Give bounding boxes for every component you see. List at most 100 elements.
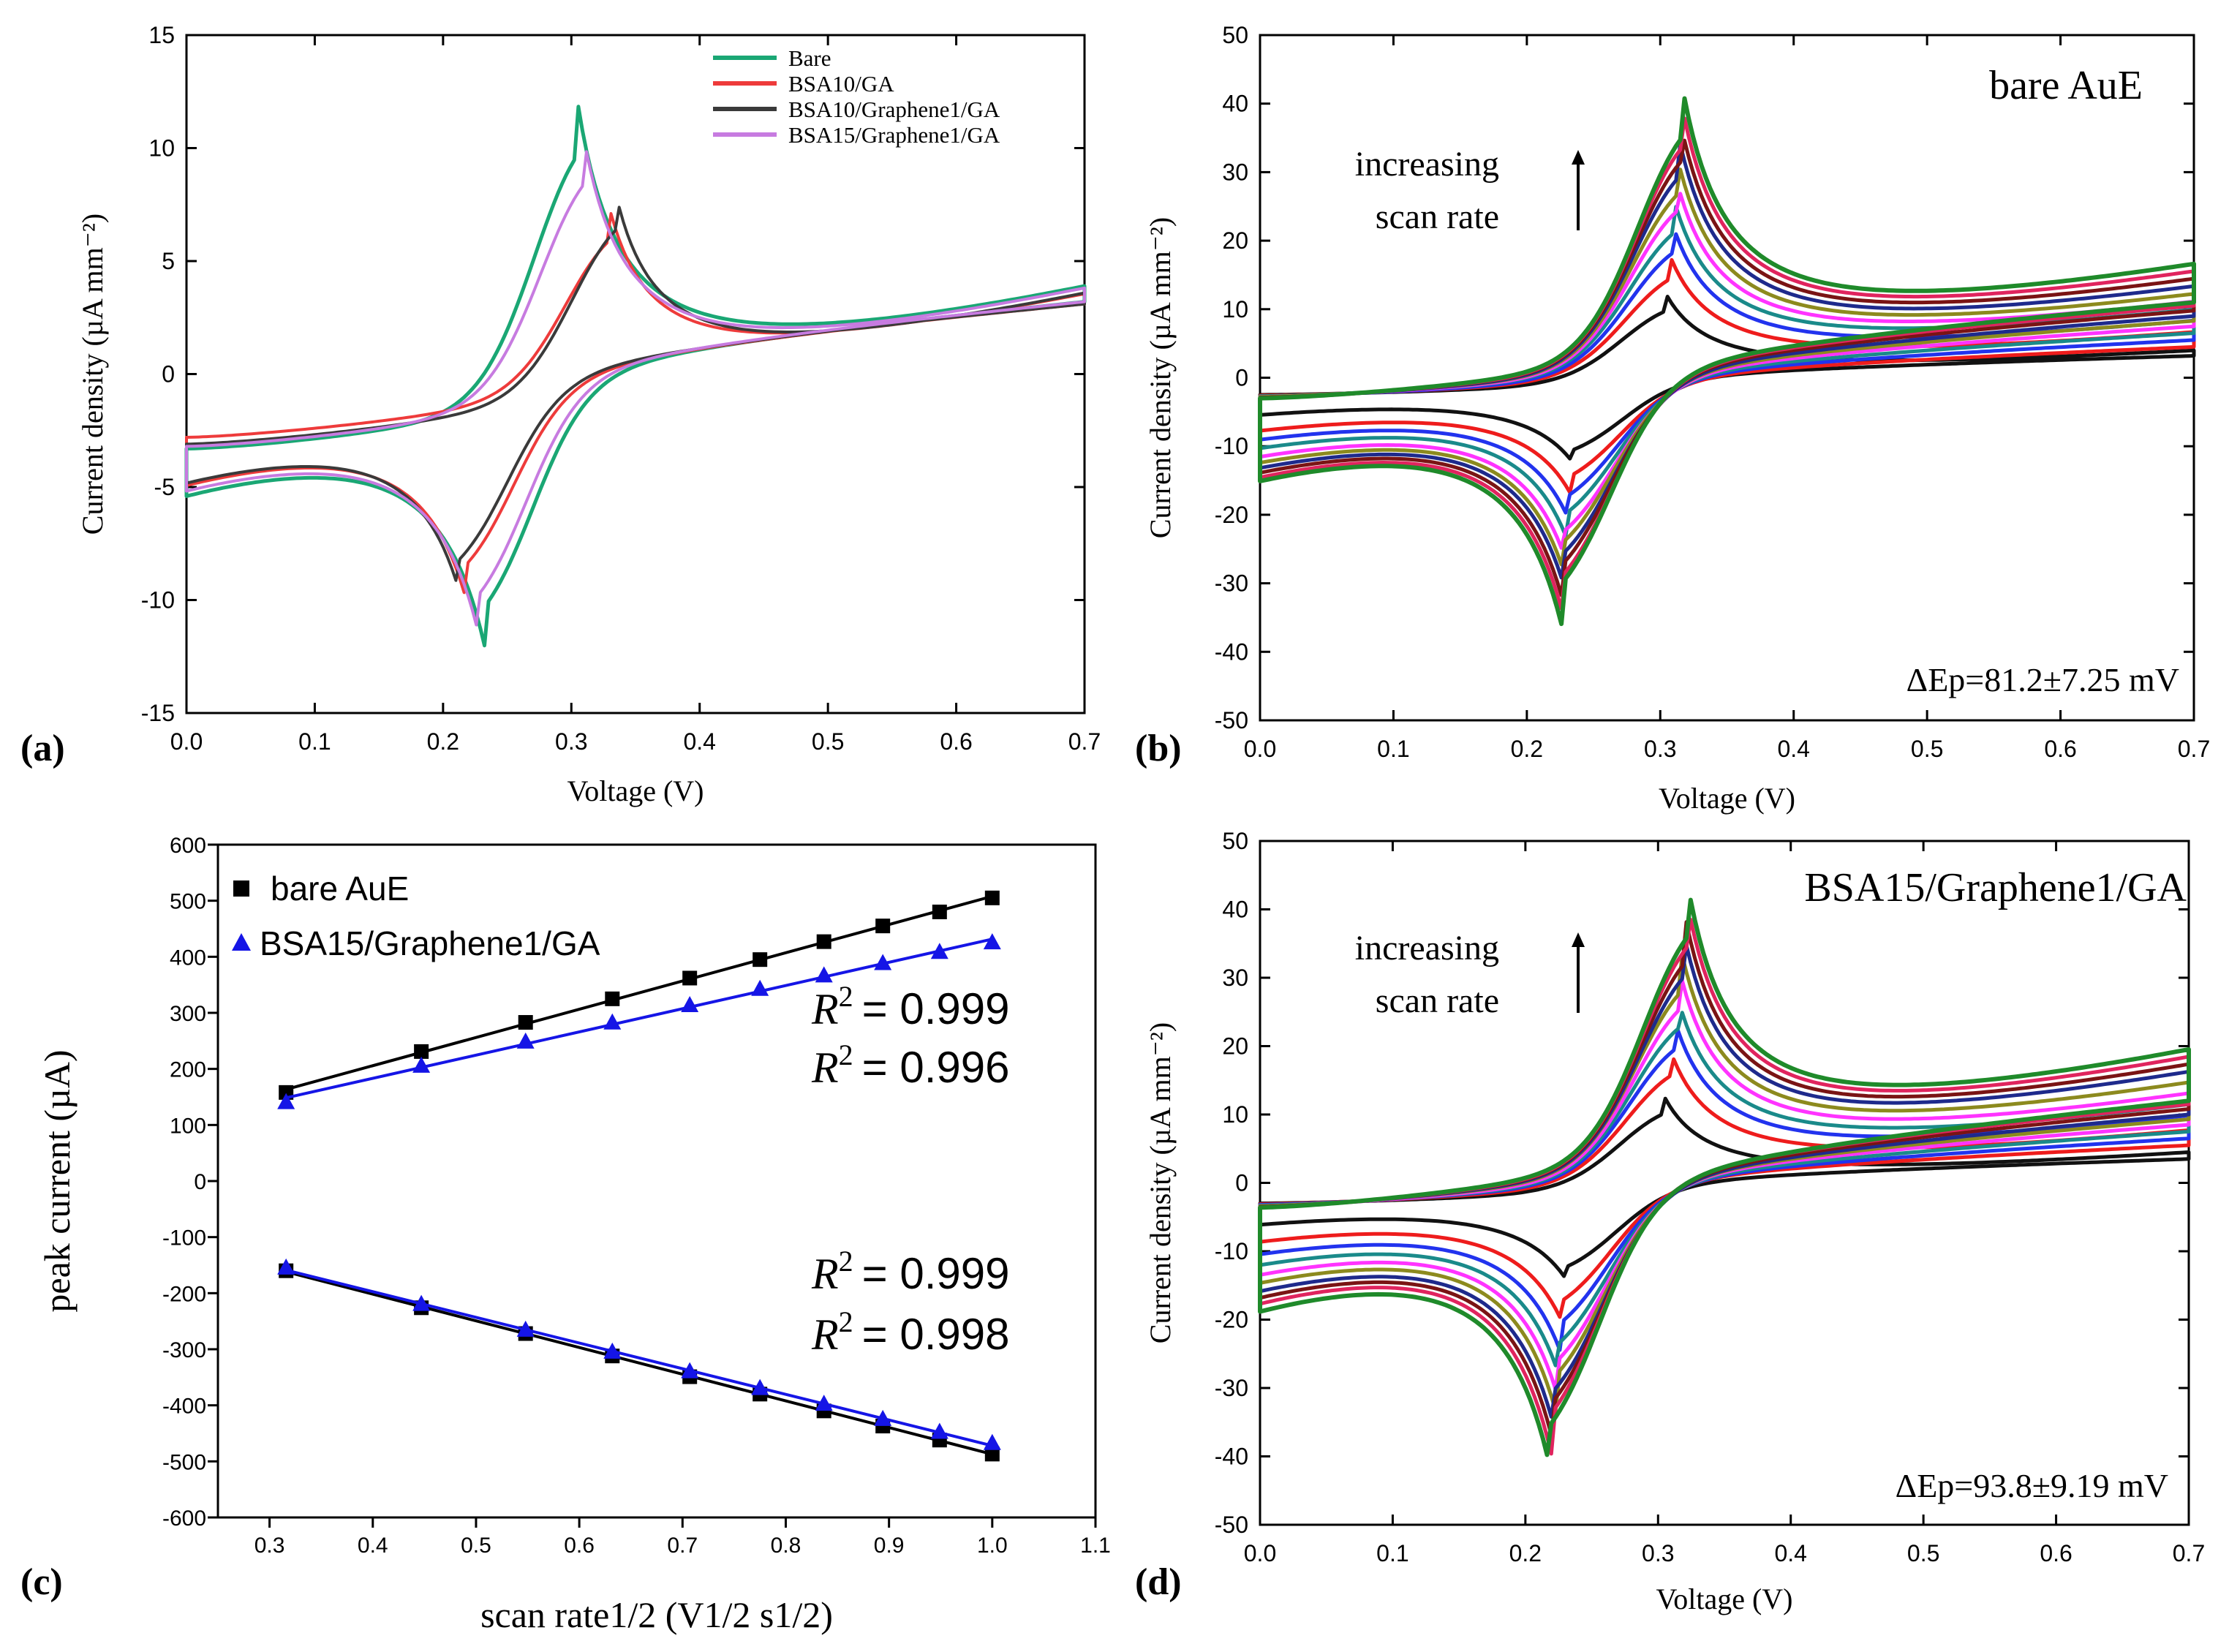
legend-entry: Bare [788,45,831,71]
panel-2: 0.3 0.4 0.5 0.6 0.7 0.8 0.9 1.0 1.1 -600 -500 -400 -… [20,834,1111,1635]
x-tick-label: 1.0 [977,1534,1008,1558]
x-axis-label: Voltage (V) [1659,782,1795,815]
x-tick-label: 0.3 [1642,1540,1674,1566]
x-tick-label: 0.1 [1376,1540,1408,1566]
x-tick-label: 0.1 [1377,736,1409,762]
arrow-head-icon [1572,932,1585,947]
plot-frame [1259,34,2195,722]
data-point-triangle [603,1013,622,1030]
y-tick-label: 20 [1222,1033,1248,1060]
y-tick-label: -30 [1215,570,1248,597]
data-point-triangle [412,1056,431,1073]
data-point-square [518,1015,533,1030]
data-point-triangle [874,1409,892,1426]
data-point-square [932,905,947,919]
panel-0: 0.0 0.1 0.2 0.3 0.4 0.5 0.6 0.7 -15 -10 -5 0 5 10 15 Ba… [20,22,1101,807]
x-axis-label: Voltage (V) [567,774,704,807]
cv-curve-4 [1258,1011,2191,1368]
y-tick-label: -40 [1215,638,1248,665]
y-tick-label: 400 [170,946,206,970]
y-tick-label: 300 [170,1002,206,1026]
y-tick-label: -10 [1215,433,1248,459]
data-point-triangle [412,1294,431,1311]
cv-curve-1 [184,105,1087,648]
x-tick-label: 0.7 [667,1534,698,1558]
legend-entry: BSA15/Graphene1/GA [788,122,1000,148]
y-tick-label: -500 [162,1450,206,1474]
legend-entry: BSA10/GA [788,71,894,97]
panel-tag: (b) [1135,728,1182,769]
cv-curve-2 [1258,1057,2191,1319]
y-tick-label: 30 [1222,159,1248,185]
x-tick-label: 0.6 [564,1534,595,1558]
y-tick-label: 200 [170,1058,206,1082]
y-tick-label: 30 [1222,965,1248,991]
y-tick-label: -400 [162,1395,206,1419]
data-point-triangle [815,966,833,983]
y-tick-label: -15 [141,700,175,726]
y-tick-label: -200 [162,1282,206,1306]
data-point-square [816,934,831,949]
y-tick-label: 40 [1222,91,1248,117]
y-tick-label: 0 [1235,1170,1248,1196]
data-point-triangle [277,1093,295,1109]
cv-curve-5 [1258,978,2191,1392]
x-tick-label: 0.5 [1911,736,1943,762]
y-tick-label: -600 [162,1506,206,1531]
data-point-triangle [516,1320,535,1337]
fit-line-anodic [285,894,993,1091]
y-tick-label: -40 [1215,1444,1248,1470]
r-squared-annotation: R2 = 0.998 [811,1305,1010,1359]
cv-curve-6 [1258,953,2191,1413]
y-tick-label: 40 [1222,897,1248,923]
x-tick-label: 0.6 [2044,736,2076,762]
panel-1: 0.0 0.1 0.2 0.3 0.4 0.5 0.6 0.7 -50 -40 -30 -20 -10 0… [1135,22,2210,815]
x-tick-label: 0.0 [1244,736,1276,762]
y-tick-label: 0 [1235,365,1248,391]
data-point-triangle [603,1342,622,1359]
x-tick-label: 0.2 [427,728,459,755]
y-tick-label: -30 [1215,1375,1248,1401]
arrow-head-icon [1572,150,1585,165]
cv-curve-1 [1258,1096,2191,1278]
x-tick-label: 0.7 [1068,728,1101,755]
y-tick-label: -300 [162,1338,206,1362]
y-axis-label: Current density (µA mm⁻²) [1144,217,1177,538]
cv-curve-1 [1258,295,2196,461]
y-axis-label: Current density (µA mm⁻²) [1144,1022,1177,1343]
y-axis-label: peak current (µA) [37,1049,78,1312]
y-tick-label: -50 [1215,707,1248,733]
x-tick-label: 0.4 [1777,736,1809,762]
data-point-square [414,1044,429,1059]
cv-curve-10 [1258,96,2196,627]
x-tick-label: 0.1 [298,728,331,755]
cv-curve-4 [1258,205,2196,538]
panel-tag: (c) [20,1561,63,1603]
legend-entry: BSA10/Graphene1/GA [788,97,1000,122]
y-tick-label: 600 [170,834,206,858]
annotation-increasing: increasing [1355,145,1499,184]
data-point-square [682,970,698,986]
y-tick-label: -5 [154,474,175,500]
cv-curve-3 [185,205,1086,582]
y-tick-label: 20 [1222,227,1248,254]
x-tick-label: 0.0 [170,728,203,755]
cv-curve-2 [1258,257,2196,494]
data-point-triangle [681,996,699,1013]
y-tick-label: 50 [1222,828,1248,854]
y-tick-label: 5 [162,248,175,274]
x-axis-label: Voltage (V) [1656,1583,1793,1615]
data-point-triangle [516,1032,535,1049]
x-tick-label: 0.7 [2173,1540,2205,1566]
delta-ep-annotation: ΔEp=81.2±7.25 mV [1906,661,2179,698]
y-axis-label: Current density (µA mm⁻²) [76,214,109,535]
y-tick-label: -10 [141,587,175,614]
data-point-square [605,991,620,1006]
panel-tag: (a) [20,728,65,769]
legend-marker-triangle [232,933,251,951]
r-squared-annotation: R2 = 0.996 [811,1038,1010,1092]
data-point-square [984,1447,1000,1462]
x-tick-label: 0.6 [2040,1540,2072,1566]
cv-curve-4 [185,150,1086,627]
